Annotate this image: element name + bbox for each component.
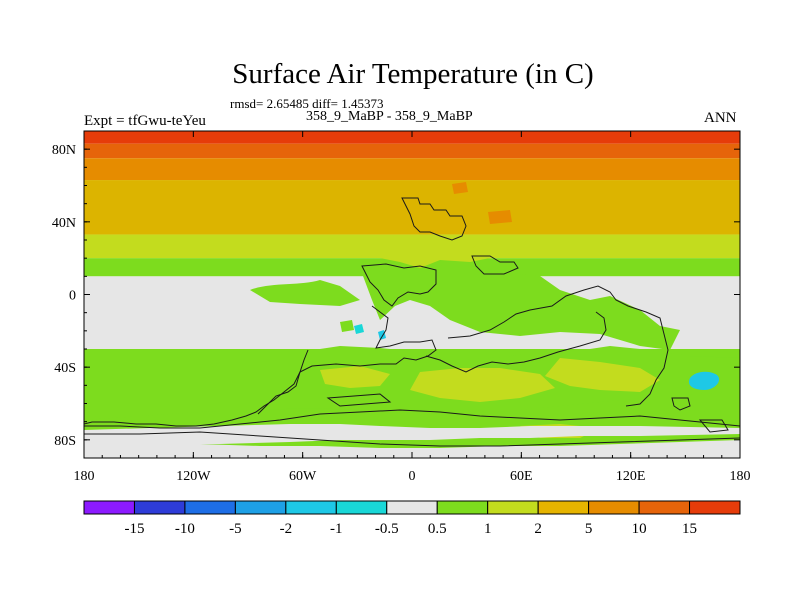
legend-label: 2 bbox=[534, 521, 542, 537]
legend-swatch bbox=[386, 500, 438, 515]
legend-swatch bbox=[588, 500, 640, 515]
legend-label: -0.5 bbox=[375, 521, 399, 537]
legend-label: -1 bbox=[330, 521, 343, 537]
rmsd-diff-label: rmsd= 2.65485 diff= 1.45373 bbox=[230, 96, 384, 111]
legend-swatch bbox=[689, 500, 741, 515]
coastline-island-3 bbox=[326, 393, 392, 407]
yellow-green-tongue bbox=[300, 236, 540, 268]
green-fleck-1 bbox=[340, 320, 354, 332]
coastline-south-eastern bbox=[447, 285, 669, 407]
y-tick-label: 40S bbox=[54, 361, 76, 376]
orange-fleck-north-2 bbox=[488, 210, 512, 224]
temperature-band bbox=[84, 131, 740, 144]
legend-swatch bbox=[83, 500, 135, 515]
coastline-north bbox=[401, 197, 467, 241]
coastline-island-1 bbox=[671, 397, 691, 411]
green-fringe-west bbox=[250, 280, 360, 306]
y-tick-label: 40N bbox=[52, 216, 76, 231]
legend-label: 1 bbox=[484, 521, 492, 537]
antarctic-ice bbox=[84, 424, 740, 446]
cyan-cold-anomaly bbox=[688, 371, 720, 390]
coastline-antarctica bbox=[84, 409, 740, 429]
legend-label: -2 bbox=[280, 521, 293, 537]
yellow-southern-patch-west bbox=[320, 366, 390, 388]
season-label: ANN bbox=[704, 110, 737, 126]
y-tick-label: 0 bbox=[69, 289, 76, 304]
cyan-cold-anomaly-small bbox=[354, 324, 364, 334]
legend-label: -15 bbox=[124, 521, 144, 537]
x-tick-label: 120W bbox=[176, 469, 211, 484]
yellow-southern-patch-east bbox=[545, 358, 660, 392]
coastline-south-inner bbox=[425, 311, 607, 373]
legend-swatch bbox=[487, 500, 539, 515]
legend-label: 5 bbox=[585, 521, 593, 537]
legend-swatch bbox=[638, 500, 691, 515]
legend-label: -10 bbox=[175, 521, 195, 537]
x-tick-label: 60E bbox=[510, 469, 533, 484]
temperature-band bbox=[84, 180, 740, 235]
coastline-peninsula bbox=[471, 255, 519, 275]
legend-label: 10 bbox=[632, 521, 647, 537]
green-tropical-land bbox=[360, 262, 680, 350]
coastline-island-2 bbox=[698, 419, 729, 433]
yellow-southern-patch-mid bbox=[410, 368, 555, 402]
coastline-west-margin bbox=[84, 349, 309, 427]
experiment-label: Expt = tfGwu-teYeu bbox=[84, 113, 206, 129]
legend-swatch bbox=[537, 500, 590, 515]
legend-swatch bbox=[436, 500, 489, 515]
coastline-central bbox=[361, 263, 437, 307]
coastline-contours bbox=[84, 197, 740, 447]
x-tick-label: 0 bbox=[409, 469, 416, 484]
x-tick-label: 120E bbox=[616, 469, 646, 484]
temperature-band bbox=[84, 158, 740, 181]
legend-swatch bbox=[133, 500, 186, 515]
legend-swatch bbox=[335, 500, 388, 515]
x-tick-label: 60W bbox=[289, 469, 317, 484]
legend-swatch bbox=[285, 500, 337, 515]
y-tick-label: 80N bbox=[52, 143, 76, 158]
legend-label: -5 bbox=[229, 521, 242, 537]
run-comparison-label: 358_9_MaBP - 358_9_MaBP bbox=[306, 109, 473, 124]
color-legend: -15 -10 -5 -2 -1 -0.5 0.5 1 2 5 10 15 bbox=[83, 500, 741, 537]
map-axes: 180 120W 60W 0 60E 120E 180 80N 40N 0 40S 80S bbox=[52, 130, 751, 484]
temperature-band bbox=[84, 143, 740, 159]
coastline-antarctica-inner bbox=[84, 431, 740, 447]
x-tick-label: 180 bbox=[74, 469, 95, 484]
legend-swatch bbox=[184, 500, 236, 515]
y-tick-label: 80S bbox=[54, 434, 76, 449]
plot-title: Surface Air Temperature (in C) bbox=[232, 58, 594, 90]
coastline-south-main bbox=[257, 305, 437, 415]
legend-label: 15 bbox=[682, 521, 697, 537]
orange-fleck-north bbox=[452, 182, 468, 194]
legend-swatch bbox=[234, 500, 287, 515]
legend-label: 0.5 bbox=[428, 521, 447, 537]
x-tick-label: 180 bbox=[730, 469, 751, 484]
temperature-map bbox=[84, 131, 740, 458]
contour-blobs bbox=[84, 182, 740, 448]
green-fleck-2 bbox=[434, 294, 448, 308]
